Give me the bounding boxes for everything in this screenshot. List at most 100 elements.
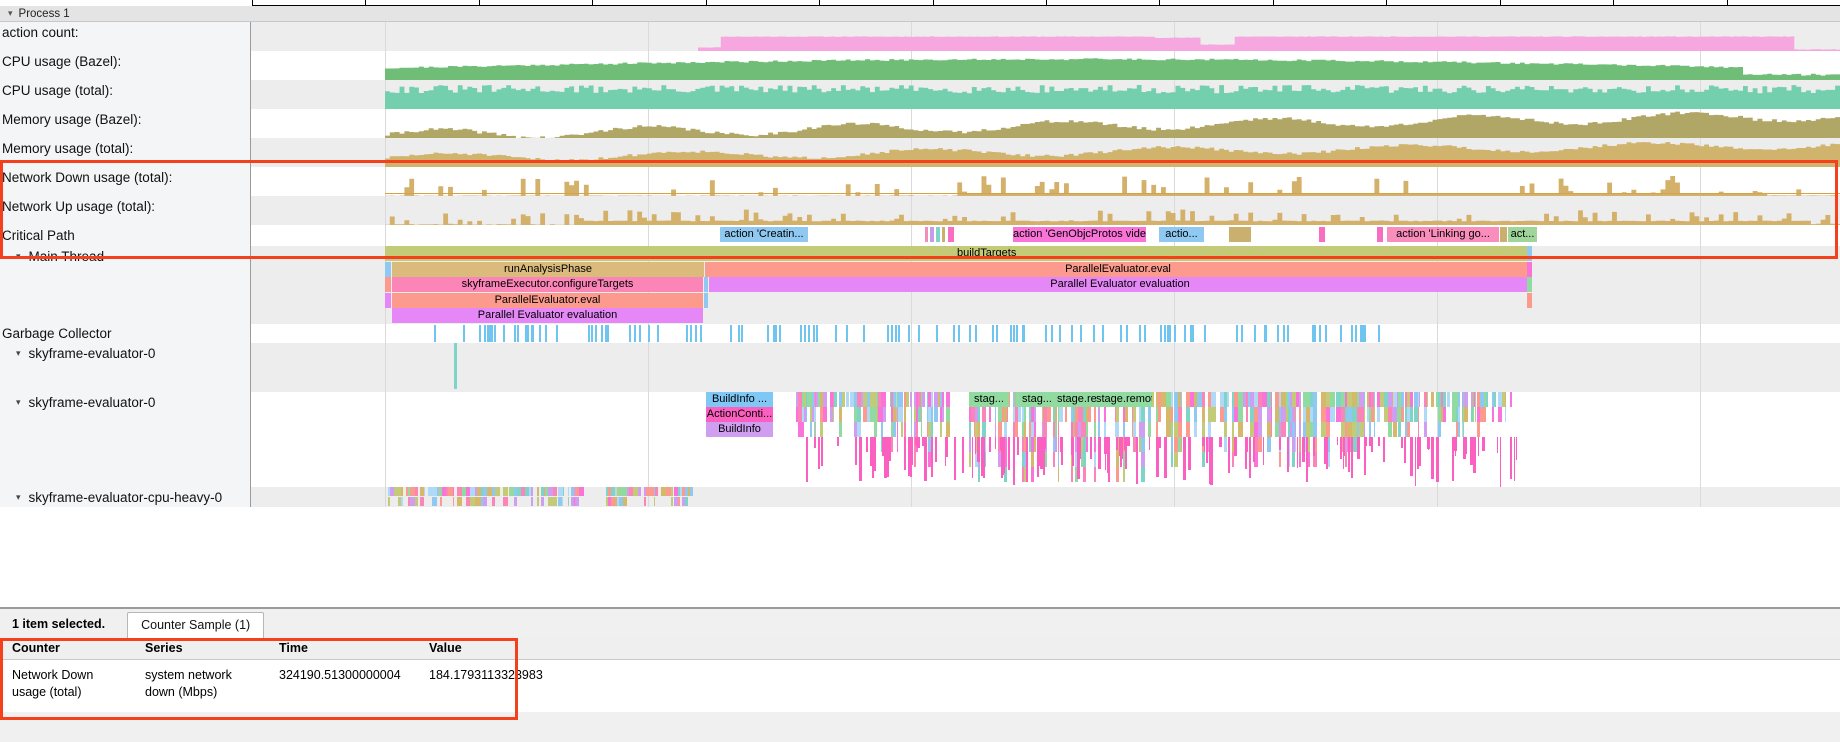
flame-chart-slice[interactable] (1351, 437, 1357, 452)
flame-chart-slice[interactable] (1081, 452, 1084, 467)
flame-chart-slice[interactable] (575, 496, 580, 506)
critical-path-slice-unlabeled[interactable] (930, 227, 934, 242)
flame-chart-slice[interactable] (1197, 392, 1203, 407)
timeline-tick-mark[interactable] (494, 325, 496, 342)
flame-chart-slice[interactable] (1177, 407, 1181, 422)
flame-chart-slice[interactable] (1013, 392, 1016, 407)
flame-chart-slice[interactable] (448, 487, 454, 496)
track-label-network-up-total[interactable]: Network Up usage (total): (0, 196, 251, 225)
flame-chart-slice[interactable] (914, 422, 917, 437)
timeline-tick-mark[interactable] (992, 325, 994, 342)
flame-chart-slice[interactable] (1281, 392, 1287, 407)
flame-chart-slice[interactable] (889, 392, 891, 407)
flame-chart-slice[interactable] (1052, 437, 1055, 452)
timeline-tick-mark[interactable] (1166, 325, 1169, 342)
flame-chart-slice[interactable] (1185, 392, 1190, 407)
flame-chart-slice[interactable] (1133, 437, 1137, 452)
flame-chart-slice[interactable] (1054, 437, 1057, 452)
flame-chart-slice[interactable]: stage.remot... (1096, 392, 1152, 407)
flame-chart-slice[interactable] (1442, 392, 1446, 407)
flame-chart-slice-unlabeled[interactable] (1246, 437, 1248, 452)
flame-chart-slice[interactable] (978, 422, 980, 437)
flame-chart-slice[interactable] (431, 496, 437, 506)
flame-chart-slice-unlabeled[interactable] (1244, 437, 1247, 469)
flame-chart-slice[interactable] (922, 392, 926, 407)
flame-chart-slice-unlabeled[interactable] (869, 437, 873, 466)
flame-chart-slice[interactable] (1326, 392, 1330, 407)
timeline-tick-mark[interactable] (527, 325, 529, 342)
critical-path-slice-unlabeled[interactable] (1229, 227, 1251, 242)
timeline-tick-mark[interactable] (845, 325, 848, 342)
timeline-tick-mark[interactable] (779, 325, 782, 342)
flame-chart-slice-unlabeled[interactable] (1469, 437, 1473, 465)
flame-chart-slice[interactable] (388, 496, 390, 506)
flame-chart-slice[interactable] (1185, 422, 1190, 437)
flame-chart-slice[interactable] (1458, 392, 1461, 407)
flame-chart-slice[interactable] (1158, 407, 1161, 422)
timeline-tick-mark[interactable] (1012, 325, 1015, 342)
flame-chart-slice[interactable] (419, 487, 424, 496)
flame-chart-slice[interactable] (969, 437, 971, 452)
flame-chart-slice[interactable] (617, 496, 619, 506)
timeline-tick-mark[interactable] (478, 325, 481, 342)
flame-chart-slice[interactable]: ParallelEvaluator.eval (705, 261, 1531, 277)
flame-chart-slice[interactable] (1219, 392, 1224, 407)
flame-chart-slice[interactable] (1397, 392, 1401, 407)
flame-chart-slice[interactable] (544, 487, 546, 496)
flame-chart-slice[interactable] (571, 487, 575, 496)
flame-chart-slice[interactable] (927, 407, 931, 422)
flame-chart-slice-unlabeled[interactable] (921, 437, 924, 446)
flame-chart-slice[interactable] (1292, 452, 1296, 467)
timeline-tick-mark[interactable] (917, 325, 920, 342)
flame-chart-slice-unlabeled[interactable] (1356, 437, 1360, 459)
flame-chart-slice-unlabeled[interactable] (1403, 437, 1406, 463)
flame-chart-slice[interactable] (1374, 407, 1375, 422)
flame-chart-slice[interactable] (940, 407, 943, 422)
flame-chart-slice-unlabeled[interactable] (1527, 261, 1532, 277)
timeline-tick-mark[interactable] (694, 325, 697, 342)
flame-chart-slice[interactable] (1472, 407, 1474, 422)
flame-chart-slice-unlabeled[interactable] (1453, 437, 1457, 451)
flame-chart-slice-unlabeled[interactable] (1158, 437, 1161, 448)
flame-chart-slice[interactable] (883, 392, 886, 407)
flame-chart-slice[interactable] (938, 392, 941, 407)
flame-chart-slice-unlabeled[interactable] (1121, 437, 1124, 459)
flame-chart-slice[interactable] (575, 487, 580, 496)
flame-chart-slice[interactable] (398, 487, 401, 496)
flame-chart-slice-unlabeled[interactable] (916, 437, 920, 447)
timeline-tick-mark[interactable] (1240, 325, 1243, 342)
flame-chart-slice-unlabeled[interactable] (1107, 437, 1109, 473)
timeline-tick-mark[interactable] (516, 325, 519, 342)
flame-chart-slice[interactable] (1480, 392, 1485, 407)
flame-chart-slice[interactable] (1231, 392, 1234, 407)
flame-chart-slice[interactable] (946, 407, 951, 422)
flame-chart-slice[interactable] (401, 487, 403, 496)
flame-chart-slice[interactable] (866, 392, 870, 407)
timeline-tick-mark[interactable] (1164, 325, 1167, 342)
flame-chart-slice[interactable] (1071, 467, 1074, 482)
timeline-tick-mark[interactable] (639, 325, 642, 342)
flame-chart-slice[interactable] (1156, 392, 1158, 407)
flame-chart-slice[interactable] (1073, 407, 1076, 422)
flame-chart-slice-unlabeled[interactable] (1127, 437, 1130, 446)
track-label-cpu-usage-bazel[interactable]: CPU usage (Bazel): (0, 51, 251, 80)
flame-chart-slice[interactable] (440, 496, 443, 506)
flame-chart-slice[interactable] (815, 392, 816, 407)
flame-chart-slice[interactable] (1245, 392, 1248, 407)
flame-chart-slice[interactable] (482, 487, 487, 496)
flame-chart-slice[interactable] (1116, 422, 1120, 437)
flame-chart-slice[interactable] (982, 407, 986, 422)
timeline-tick-mark[interactable] (686, 325, 689, 342)
timeline-tick-mark[interactable] (1093, 325, 1096, 342)
flame-chart-slice[interactable] (1374, 392, 1375, 407)
flame-chart-slice-unlabeled[interactable] (855, 437, 858, 465)
flame-chart-slice[interactable] (1406, 422, 1410, 437)
critical-path-slice-unlabeled[interactable] (925, 227, 928, 242)
flame-chart-slice[interactable] (974, 407, 975, 422)
timeline-tick-mark[interactable] (1340, 325, 1343, 342)
timeline-tick-mark[interactable] (862, 325, 865, 342)
timeline-tick-mark[interactable] (1126, 325, 1129, 342)
flame-chart-slice[interactable] (978, 467, 980, 482)
flame-chart-slice[interactable] (802, 407, 804, 422)
flame-chart-slice[interactable] (796, 392, 798, 407)
